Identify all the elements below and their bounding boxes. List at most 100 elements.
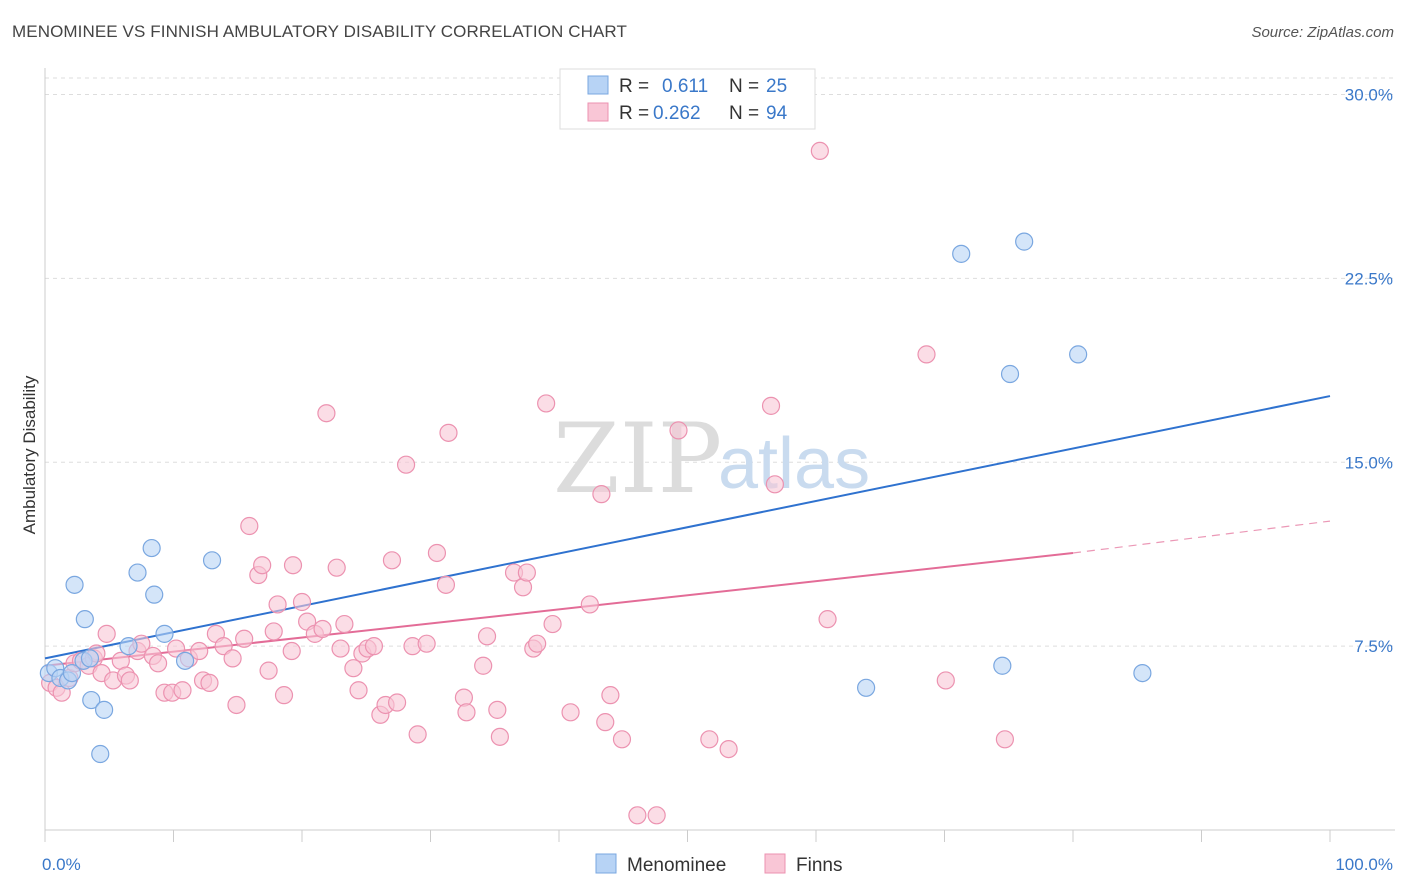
finns-point-45 xyxy=(317,404,336,423)
bottom-legend-menominee: Menominee xyxy=(627,855,726,876)
finns-point-58 xyxy=(396,455,416,474)
menominee-point-12 xyxy=(128,563,147,582)
y-tick-label-1: 15.0% xyxy=(1345,453,1393,472)
y-tick-label-2: 22.5% xyxy=(1345,269,1393,288)
finns-point-38 xyxy=(274,686,294,705)
finns-point-37 xyxy=(268,595,287,614)
finns-point-10 xyxy=(97,624,116,643)
finns-point-56 xyxy=(382,551,402,570)
finns-point-70 xyxy=(490,727,509,746)
watermark: ZIP atlas xyxy=(553,403,870,515)
finns-point-50 xyxy=(349,681,368,700)
menominee-point-23 xyxy=(1015,232,1034,251)
bottom-legend-finns: Finns xyxy=(796,855,842,876)
menominee-point-18 xyxy=(202,551,222,570)
menominee-point-16 xyxy=(155,624,174,643)
finns-point-31 xyxy=(235,629,254,648)
watermark-atlas: atlas xyxy=(718,424,870,504)
finns-point-48 xyxy=(335,614,354,634)
menominee-point-24 xyxy=(1069,345,1088,364)
menominee-point-25 xyxy=(1133,663,1152,683)
finns-point-49 xyxy=(344,659,363,678)
menominee-point-11 xyxy=(95,700,114,719)
finns-point-32 xyxy=(240,516,259,536)
finns-point-84 xyxy=(628,806,647,825)
finns-point-65 xyxy=(454,688,474,707)
finns-point-30 xyxy=(227,695,246,715)
legend-r-label-menominee: R = xyxy=(619,76,649,97)
finns-point-35 xyxy=(259,661,278,680)
finns-point-86 xyxy=(669,421,688,440)
bottom-legend-swatch-menominee xyxy=(595,853,617,874)
finns-point-80 xyxy=(592,485,611,504)
finns-point-93 xyxy=(917,345,936,364)
finns-point-40 xyxy=(282,641,301,661)
finns-trend-line-extension xyxy=(1072,520,1331,554)
y-tick-label-0: 7.5% xyxy=(1354,637,1393,656)
menominee-point-5 xyxy=(65,575,84,594)
menominee-point-10 xyxy=(91,744,110,764)
finns-point-34 xyxy=(253,556,272,575)
finns-point-79 xyxy=(580,595,599,614)
menominee-point-19 xyxy=(857,678,876,697)
legend-swatch-menominee xyxy=(587,75,609,95)
finns-point-47 xyxy=(331,639,350,658)
menominee-point-4 xyxy=(62,663,82,683)
finns-point-18 xyxy=(148,654,168,673)
x-tick-label-0: 0.0% xyxy=(42,855,81,874)
bottom-legend-swatch-finns xyxy=(764,853,786,874)
finns-point-28 xyxy=(214,637,233,656)
x-tick-label-1: 100.0% xyxy=(1335,855,1393,874)
legend-n-value-finns: 94 xyxy=(766,103,788,124)
menominee-point-20 xyxy=(952,244,971,263)
finns-point-76 xyxy=(537,394,556,413)
finns-point-44 xyxy=(313,619,332,639)
finns-point-83 xyxy=(612,730,632,749)
y-tick-label-3: 30.0% xyxy=(1345,86,1393,105)
finns-point-68 xyxy=(477,627,497,646)
data-points xyxy=(39,141,1152,825)
finns-point-36 xyxy=(264,622,283,641)
finns-point-89 xyxy=(761,396,781,415)
finns-point-87 xyxy=(700,730,719,749)
watermark-zip: ZIP xyxy=(553,403,722,515)
legend-bottom: Menominee Finns xyxy=(595,853,842,876)
finns-point-73 xyxy=(517,563,536,582)
menominee-point-13 xyxy=(119,637,138,656)
legend-r-value-menominee: 0.611 xyxy=(662,76,708,97)
finns-point-78 xyxy=(561,703,580,722)
menominee-trend-line xyxy=(44,395,1331,660)
finns-point-85 xyxy=(647,806,666,825)
menominee-point-14 xyxy=(142,538,161,558)
y-axis-title: Ambulatory Disability xyxy=(20,375,39,534)
legend-swatch-finns xyxy=(587,102,609,122)
menominee-point-21 xyxy=(993,656,1012,675)
tick-labels: 7.5% 15.0% 22.5% 30.0% 0.0% 100.0% xyxy=(42,86,1393,874)
finns-point-60 xyxy=(408,725,427,744)
menominee-point-15 xyxy=(145,585,164,604)
legend-top: R = 0.611 N = 25 R = 0.262 N = 94 xyxy=(559,68,816,130)
finns-point-92 xyxy=(818,610,837,629)
legend-n-value-menominee: 25 xyxy=(766,76,787,97)
finns-point-66 xyxy=(457,703,476,722)
finns-point-81 xyxy=(596,713,615,732)
source-label: Source: ZipAtlas.com xyxy=(1251,24,1394,41)
finns-point-82 xyxy=(601,686,620,705)
finns-point-95 xyxy=(995,730,1014,749)
finns-point-90 xyxy=(765,475,784,494)
finns-point-64 xyxy=(439,423,458,442)
legend-n-label-menominee: N = xyxy=(729,76,759,97)
finns-point-63 xyxy=(436,575,456,594)
finns-point-91 xyxy=(810,141,829,161)
menominee-point-7 xyxy=(75,610,94,629)
legend-r-label-finns: R = xyxy=(619,103,649,124)
finns-point-77 xyxy=(543,614,562,634)
finns-point-75 xyxy=(528,634,547,653)
finns-point-57 xyxy=(387,693,407,712)
finns-point-29 xyxy=(223,649,242,668)
finns-point-41 xyxy=(292,592,312,612)
menominee-point-22 xyxy=(1000,364,1020,384)
finns-point-46 xyxy=(327,558,346,577)
axes xyxy=(44,68,1395,842)
